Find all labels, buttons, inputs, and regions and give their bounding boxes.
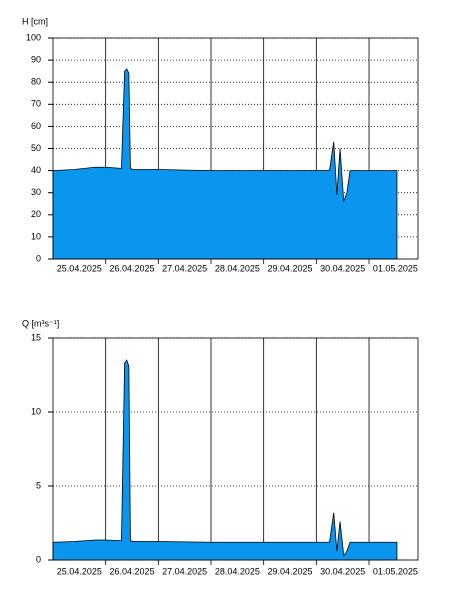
plot-frame xyxy=(52,337,419,561)
area xyxy=(52,359,398,561)
y-tick-label: 60 xyxy=(31,121,41,131)
x-tick-label: 27.04.2025 xyxy=(162,566,207,576)
y-tick-label: 40 xyxy=(31,165,41,175)
x-tick-label: 30.04.2025 xyxy=(320,566,365,576)
x-tick-label: 25.04.2025 xyxy=(57,566,102,576)
y-tick-label: 5 xyxy=(36,480,41,490)
y-tick-label: 0 xyxy=(36,554,41,564)
x-tick-label: 30.04.2025 xyxy=(320,263,365,273)
plot-area xyxy=(53,338,418,560)
y-tick-label: 50 xyxy=(31,143,41,153)
x-tick-label: 28.04.2025 xyxy=(215,566,260,576)
y-tick-label: 15 xyxy=(31,332,41,342)
x-tick-label: 25.04.2025 xyxy=(57,263,102,273)
area xyxy=(52,68,398,260)
y-tick-label: 90 xyxy=(31,54,41,64)
plot-frame xyxy=(52,37,419,260)
x-tick-label: 28.04.2025 xyxy=(215,263,260,273)
y-tick-label: 20 xyxy=(31,209,41,219)
y-axis-label: H [cm] xyxy=(22,16,48,26)
y-tick-label: 80 xyxy=(31,77,41,87)
x-tick-label: 26.04.2025 xyxy=(109,566,154,576)
y-axis-label: Q [m³s⁻¹] xyxy=(22,318,59,328)
y-tick-label: 10 xyxy=(31,231,41,241)
x-tick-label: 27.04.2025 xyxy=(162,263,207,273)
x-tick-label: 29.04.2025 xyxy=(267,263,312,273)
y-tick-label: 70 xyxy=(31,99,41,109)
y-tick-label: 100 xyxy=(26,32,41,42)
y-tick-label: 0 xyxy=(36,253,41,263)
y-tick-label: 10 xyxy=(31,406,41,416)
x-tick-label: 29.04.2025 xyxy=(267,566,312,576)
y-tick-label: 30 xyxy=(31,187,41,197)
x-tick-label: 26.04.2025 xyxy=(109,263,154,273)
x-tick-label: 01.05.2025 xyxy=(373,263,418,273)
x-tick-label: 01.05.2025 xyxy=(373,566,418,576)
